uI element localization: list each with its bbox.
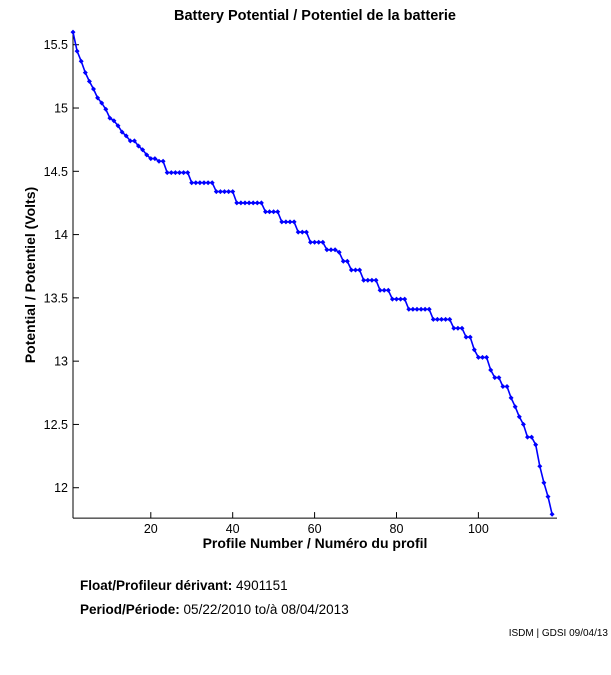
data-series <box>70 29 555 517</box>
x-tick-label: 60 <box>308 522 322 536</box>
period-line: Period/Période: 05/22/2010 to/à 08/04/20… <box>80 602 349 617</box>
chart-title: Battery Potential / Potentiel de la batt… <box>173 8 456 24</box>
x-tick-label: 20 <box>144 522 158 536</box>
axes <box>72 31 557 519</box>
y-tick-label: 15.5 <box>44 38 68 52</box>
x-tick-label: 80 <box>390 522 404 536</box>
float-value: 4901151 <box>236 578 288 593</box>
tick-marks <box>73 44 479 519</box>
source-credit: ISDM | GDSI 09/04/13 <box>508 628 608 639</box>
y-tick-label: 13 <box>54 355 68 369</box>
y-tick-label: 15 <box>54 102 68 116</box>
x-tick-label: 100 <box>468 522 489 536</box>
period-value: 05/22/2010 to/à 08/04/2013 <box>183 602 349 617</box>
y-tick-label: 12.5 <box>44 418 68 432</box>
float-id-line: Float/Profileur dérivant: 4901151 <box>80 578 288 593</box>
x-tick-label: 40 <box>226 522 240 536</box>
y-tick-label: 13.5 <box>44 291 68 305</box>
y-tick-label: 12 <box>54 481 68 495</box>
y-tick-label: 14 <box>54 228 68 242</box>
period-label: Period/Période: <box>80 602 180 617</box>
x-axis-label: Profile Number / Numéro du profil <box>202 535 428 551</box>
y-tick-label: 14.5 <box>44 165 68 179</box>
data-line <box>72 31 553 515</box>
data-markers <box>70 29 555 517</box>
float-label: Float/Profileur dérivant: <box>80 578 233 593</box>
tick-labels: 20 40 60 80 100 15.5 15 14.5 14 13.5 13 12.5 12 <box>44 38 489 536</box>
